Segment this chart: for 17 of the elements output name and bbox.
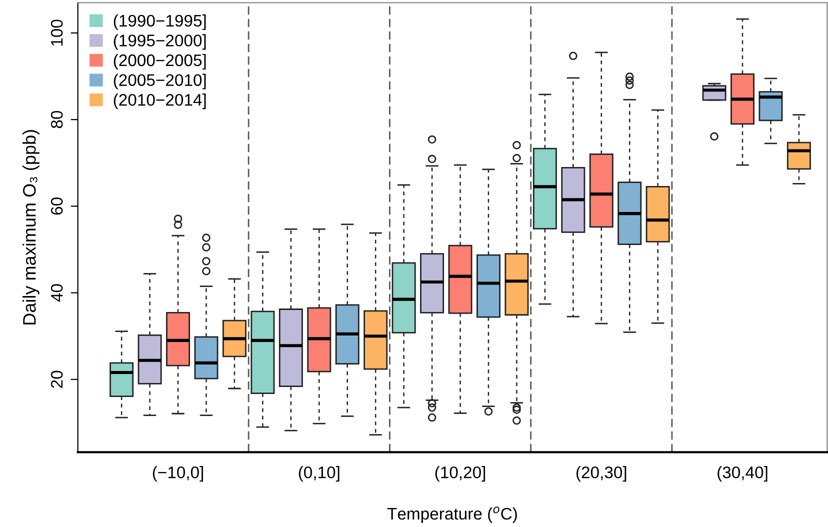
x-tick-label: (−10,0] [152, 466, 204, 482]
y-tick-label: 40 [50, 284, 63, 302]
legend-label: (1995−2000] [114, 34, 206, 50]
y-axis-title: Daily maximum O₃ (ppb) [22, 130, 40, 324]
x-tick-label: (10,20] [435, 466, 486, 482]
legend-label: (2005−2010] [114, 74, 206, 90]
y-tick-label: 60 [50, 198, 63, 215]
x-tick-label: (20,30] [576, 466, 626, 482]
legend-label: (2010−2014] [114, 94, 206, 110]
x-tick-label: (0,10] [298, 466, 340, 482]
legend-label: (1990−1995] [114, 14, 206, 30]
y-tick-label: 100 [50, 20, 63, 46]
y-tick-label: 80 [50, 110, 63, 128]
y-tick-label: 20 [50, 370, 63, 388]
legend-label: (2000−2005] [114, 54, 206, 70]
x-axis-title: Temperature ($^{o}$C) [387, 506, 517, 523]
x-tick-label: (30,40] [718, 466, 768, 482]
